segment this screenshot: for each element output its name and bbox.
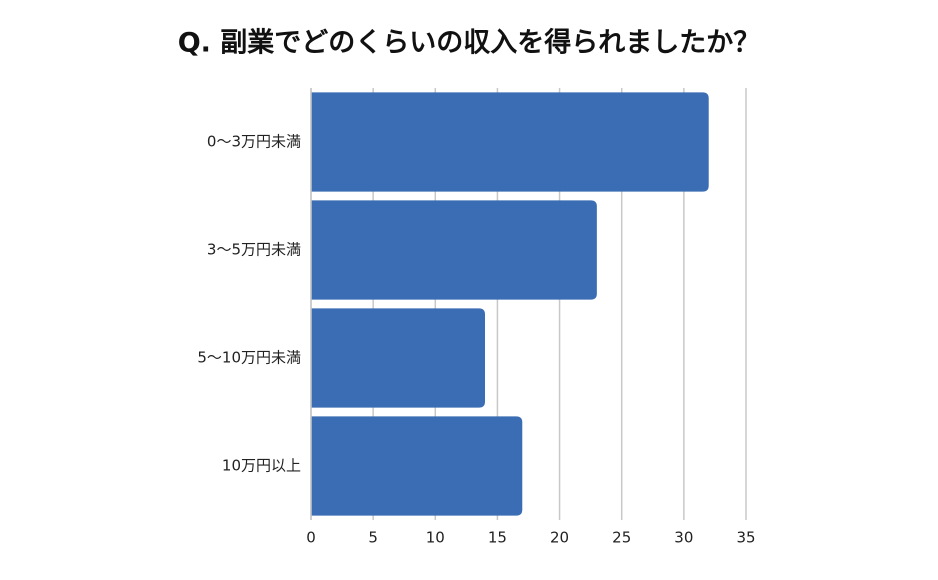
y-tick-label: 3〜5万円未満 [207, 241, 301, 259]
chart-title: Q. 副業でどのくらいの収入を得られましたか？ [178, 28, 761, 59]
x-tick-label: 5 [368, 529, 378, 547]
y-tick-label: 10万円以上 [222, 457, 301, 475]
x-tick-label: 30 [674, 529, 693, 547]
x-tick-label: 10 [426, 529, 445, 547]
x-tick-label: 25 [612, 529, 631, 547]
bar [311, 92, 709, 192]
y-tick-label: 0〜3万円未満 [207, 133, 301, 151]
x-tick-label: 35 [736, 529, 755, 547]
bar [311, 200, 597, 300]
y-tick-label: 5〜10万円未満 [197, 349, 301, 367]
x-tick-label: 15 [488, 529, 507, 547]
x-tick-label: 0 [306, 529, 316, 547]
bar [311, 416, 523, 516]
x-tick-label: 20 [550, 529, 569, 547]
bar [311, 308, 485, 408]
